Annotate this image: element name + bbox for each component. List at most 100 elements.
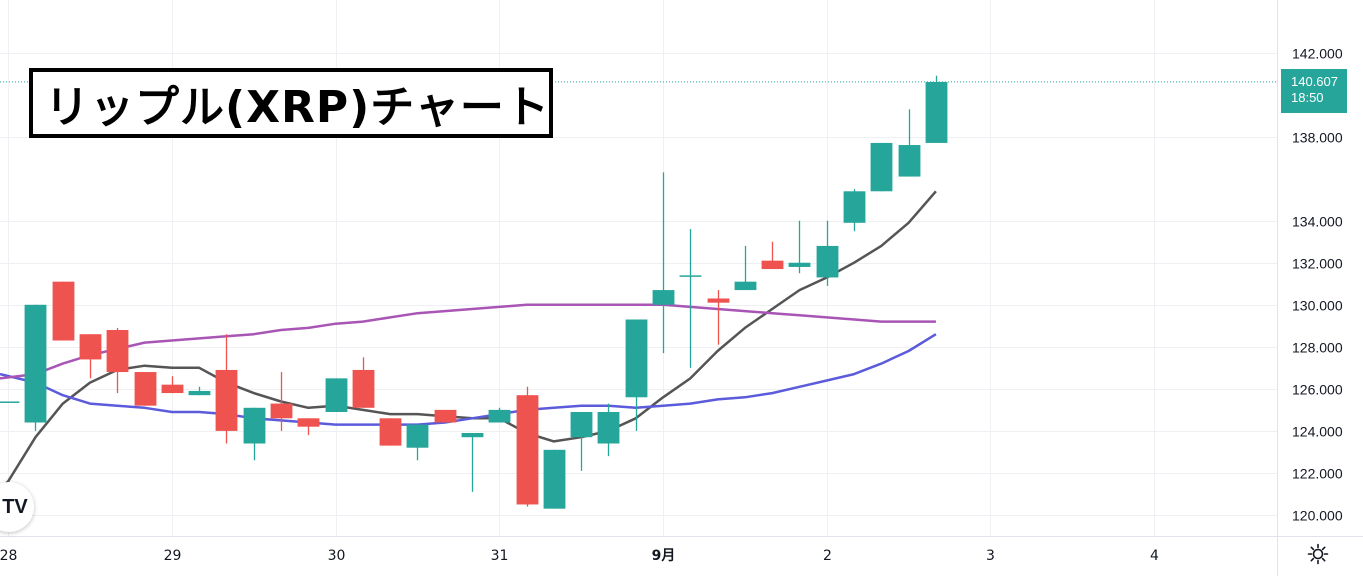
- candle-body: [898, 145, 921, 177]
- candle-body: [843, 191, 866, 223]
- candle-up: [679, 229, 702, 368]
- candle-body: [816, 245, 839, 278]
- time-tick-label: 30: [328, 548, 346, 564]
- candle-down: [379, 418, 402, 446]
- candle-down: [707, 290, 730, 345]
- price-tick-label: 142.000: [1292, 46, 1343, 62]
- candle-down: [352, 357, 375, 408]
- candle-down: [79, 334, 102, 379]
- time-tick-label: 28: [0, 548, 17, 564]
- candle-up: [24, 304, 47, 431]
- candle-body: [379, 418, 402, 446]
- time-tick-label: 31: [491, 548, 509, 564]
- candle-body: [707, 298, 730, 303]
- candle-up: [488, 407, 511, 423]
- last-price-value: 140.607: [1291, 74, 1338, 89]
- candle-up: [788, 220, 811, 274]
- candle-down: [106, 327, 129, 394]
- candle-body: [325, 378, 348, 412]
- candle-up: [734, 245, 757, 291]
- candle-body: [297, 418, 320, 427]
- candle-body: [188, 390, 211, 396]
- candle-up: [461, 433, 484, 492]
- candle-body: [543, 449, 566, 509]
- price-tick-label: 138.000: [1292, 130, 1343, 146]
- price-tick-label: 132.000: [1292, 256, 1343, 272]
- candle-down: [761, 241, 784, 270]
- time-tick-label: 9月: [652, 548, 676, 564]
- candle-up: [243, 407, 266, 461]
- price-axis[interactable]: 120.000 122.000 124.000 126.000 128.000 130.0…: [1292, 46, 1343, 524]
- candle-up: [843, 189, 866, 232]
- candle-up: [188, 386, 211, 396]
- price-tick-label: 122.000: [1292, 466, 1343, 482]
- candle-up: [406, 424, 429, 461]
- candle-up: [652, 172, 675, 354]
- candle-up: [597, 403, 620, 457]
- candle-down: [161, 376, 184, 394]
- candle-down: [52, 281, 75, 341]
- candle-up: [0, 401, 20, 403]
- candle-body: [79, 334, 102, 360]
- candle-up: [925, 75, 948, 143]
- candle-body: [570, 411, 593, 438]
- candle-up: [898, 109, 921, 177]
- candle-down: [134, 372, 157, 406]
- moving-averages: [0, 190, 937, 491]
- candle-body: [215, 369, 238, 431]
- candle-body: [488, 409, 511, 423]
- gear-icon[interactable]: [1306, 542, 1330, 566]
- candle-body: [516, 395, 539, 505]
- candle-body: [134, 372, 157, 406]
- bar-countdown: 18:50: [1291, 90, 1324, 105]
- price-tick-label: 134.000: [1292, 214, 1343, 230]
- chart-title: リップル(XRP)チャート: [29, 68, 553, 138]
- candle-body: [461, 433, 484, 438]
- candle-up: [625, 319, 648, 431]
- time-tick-label: 29: [164, 548, 182, 564]
- price-tick-label: 126.000: [1292, 382, 1343, 398]
- candle-body: [597, 411, 620, 444]
- candle-body: [243, 407, 266, 444]
- time-tick-label: 2: [823, 548, 832, 564]
- candle-body: [788, 262, 811, 267]
- ma-short-line: [0, 190, 937, 491]
- candle-down: [215, 334, 238, 444]
- price-tick-label: 124.000: [1292, 424, 1343, 440]
- candle-body: [434, 409, 457, 423]
- time-tick-label: 3: [986, 548, 995, 564]
- candle-body: [106, 330, 129, 373]
- time-tick-label: 4: [1150, 548, 1159, 564]
- candle-down: [270, 372, 293, 431]
- candle-down: [297, 418, 320, 436]
- last-price-tag: 140.607 18:50: [1281, 69, 1347, 113]
- candle-body: [352, 369, 375, 408]
- candle-body: [761, 260, 784, 270]
- candle-body: [52, 281, 75, 341]
- candle-down: [434, 409, 457, 423]
- candle-down: [516, 386, 539, 507]
- candle-body: [270, 403, 293, 419]
- candle-up: [570, 411, 593, 471]
- candle-up: [325, 378, 348, 412]
- candle-up: [543, 449, 566, 509]
- ma-long-line: [0, 303, 936, 380]
- candle-body: [406, 424, 429, 448]
- candle-body: [161, 384, 184, 394]
- price-tick-label: 120.000: [1292, 508, 1343, 524]
- candle-body: [652, 290, 675, 305]
- time-axis[interactable]: 28 29 30 31 9月 2 3 4: [0, 548, 1159, 564]
- ma-mid-line: [0, 333, 937, 426]
- candle-body: [925, 81, 948, 143]
- candle-body: [625, 319, 648, 398]
- candle-body: [0, 401, 20, 403]
- candle-up: [870, 142, 893, 192]
- candle-body: [870, 142, 893, 192]
- candle-body: [679, 275, 702, 277]
- candle-up: [816, 220, 839, 286]
- price-tick-label: 130.000: [1292, 298, 1343, 314]
- candle-body: [24, 304, 47, 423]
- candles: [0, 75, 948, 509]
- price-tick-label: 128.000: [1292, 340, 1343, 356]
- candle-body: [734, 281, 757, 291]
